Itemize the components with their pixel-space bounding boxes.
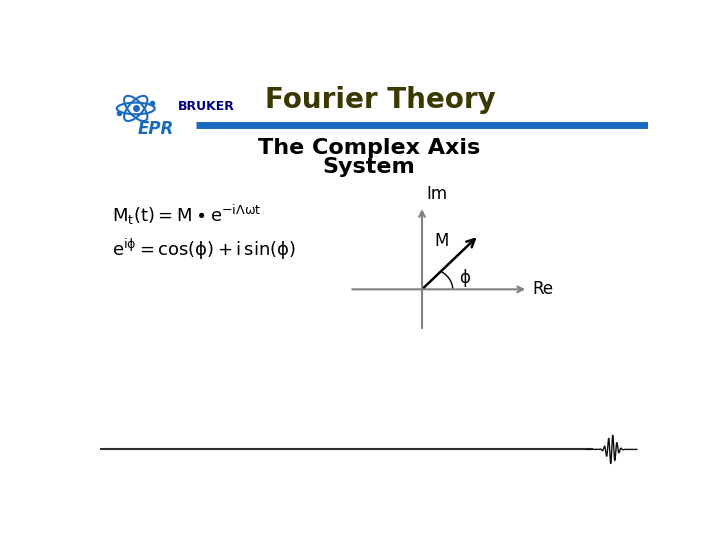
Text: $\mathrm{e^{i\phi} = cos(\phi) + i\,sin(\phi)}$: $\mathrm{e^{i\phi} = cos(\phi) + i\,sin(… xyxy=(112,237,297,262)
Text: Im: Im xyxy=(426,185,448,203)
Text: ϕ: ϕ xyxy=(459,269,470,287)
Text: BRUKER: BRUKER xyxy=(178,100,235,113)
Text: Fourier Theory: Fourier Theory xyxy=(265,86,495,114)
Text: System: System xyxy=(323,157,415,177)
Text: Re: Re xyxy=(533,280,554,298)
Text: EPR: EPR xyxy=(138,120,174,138)
Text: The Complex Axis: The Complex Axis xyxy=(258,138,480,158)
Text: $\mathrm{M_t(t) = M \bullet e^{-i\Lambda\omega t}}$: $\mathrm{M_t(t) = M \bullet e^{-i\Lambda… xyxy=(112,203,261,227)
Text: M: M xyxy=(434,232,449,250)
